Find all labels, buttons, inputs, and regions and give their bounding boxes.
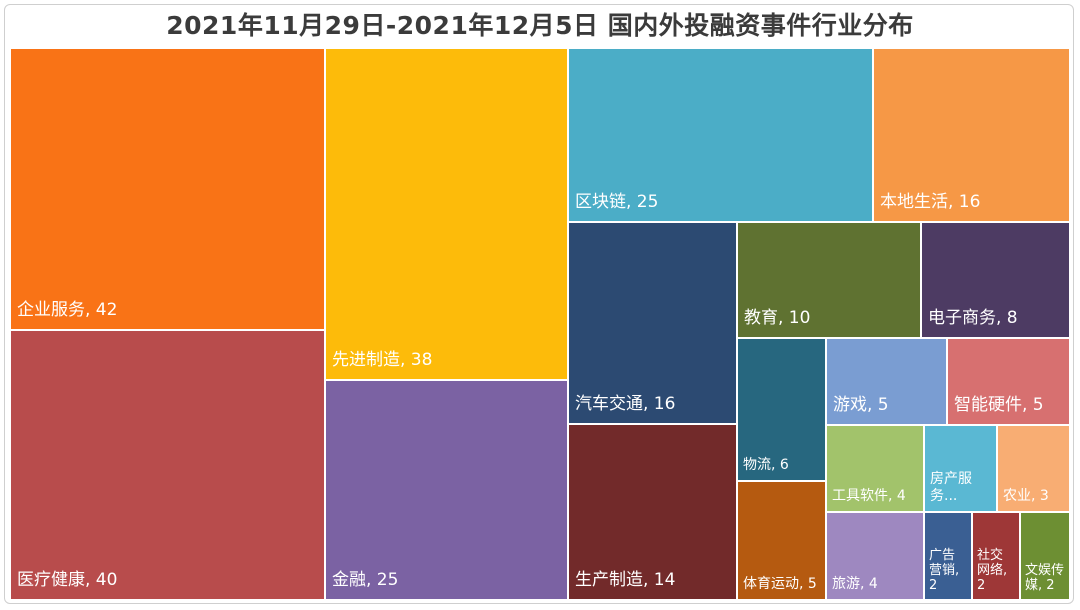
treemap-tile-label: 智能硬件, 5: [954, 394, 1044, 415]
treemap-tile-3: 先进制造, 38: [325, 48, 568, 380]
treemap-tile-label: 文娱传媒, 2: [1025, 563, 1065, 594]
treemap-tile-label: 体育运动, 5: [743, 576, 817, 593]
treemap-tile-label: 电子商务, 8: [928, 307, 1018, 328]
treemap-tile-label: 旅游, 4: [832, 576, 878, 593]
treemap-tile-label: 汽车交通, 16: [575, 393, 676, 414]
treemap-tile-2: 医疗健康, 40: [10, 330, 325, 600]
treemap-tile-6: 本地生活, 16: [873, 48, 1070, 222]
treemap-tile-21: 文娱传媒, 2: [1020, 512, 1070, 600]
treemap-tile-18: 农业, 3: [997, 425, 1070, 512]
treemap-tile-14: 体育运动, 5: [737, 481, 826, 600]
treemap-tile-label: 教育, 10: [744, 307, 811, 328]
treemap-tile-label: 金融, 25: [332, 569, 399, 590]
treemap-tile-label: 广告营销, 2: [929, 548, 960, 594]
treemap-tile-label: 先进制造, 38: [332, 349, 433, 370]
treemap-tile-17: 房产服务...: [924, 425, 997, 512]
treemap-tile-19: 广告营销, 2: [924, 512, 972, 600]
treemap-tile-12: 游戏, 5: [826, 338, 947, 425]
treemap-tile-label: 企业服务, 42: [17, 299, 118, 320]
treemap-tile-label: 区块链, 25: [575, 191, 659, 212]
treemap-tile-10: 电子商务, 8: [921, 222, 1070, 338]
treemap-tile-1: 企业服务, 42: [10, 48, 325, 330]
treemap-tile-label: 本地生活, 16: [880, 191, 981, 212]
treemap-tile-label: 社交网络, 2: [977, 548, 1008, 594]
treemap-tile-4: 金融, 25: [325, 380, 568, 600]
chart-frame: [4, 4, 1074, 604]
treemap-tile-5: 区块链, 25: [568, 48, 873, 222]
treemap-tile-16: 旅游, 4: [826, 512, 924, 600]
treemap-tile-label: 游戏, 5: [833, 394, 889, 415]
treemap-tile-label: 工具软件, 4: [832, 488, 906, 505]
treemap-tile-label: 农业, 3: [1003, 488, 1049, 505]
treemap-tile-label: 物流, 6: [743, 457, 789, 474]
treemap-tile-7: 汽车交通, 16: [568, 222, 737, 424]
treemap-tile-label: 生产制造, 14: [575, 569, 676, 590]
treemap-tile-9: 教育, 10: [737, 222, 921, 338]
treemap-tile-label: 房产服务...: [930, 471, 972, 505]
treemap-tile-13: 智能硬件, 5: [947, 338, 1070, 425]
treemap-tile-20: 社交网络, 2: [972, 512, 1020, 600]
treemap-tile-15: 工具软件, 4: [826, 425, 924, 512]
chart-title: 2021年11月29日-2021年12月5日 国内外投融资事件行业分布: [166, 11, 914, 40]
treemap-tile-label: 医疗健康, 40: [17, 569, 118, 590]
treemap-tile-11: 物流, 6: [737, 338, 826, 481]
treemap-tile-8: 生产制造, 14: [568, 424, 737, 600]
